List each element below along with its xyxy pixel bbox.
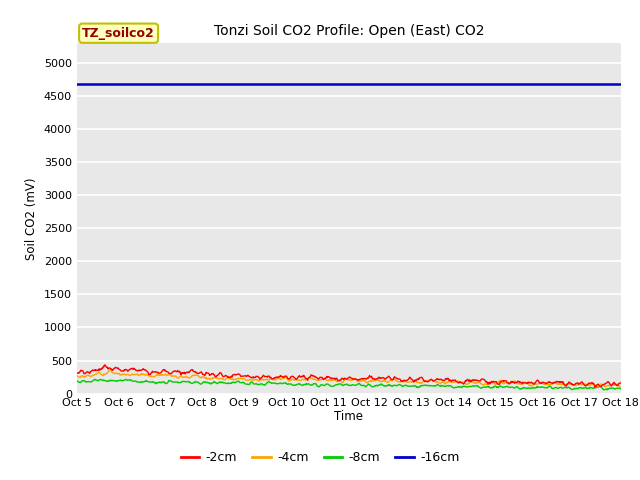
Legend: -2cm, -4cm, -8cm, -16cm: -2cm, -4cm, -8cm, -16cm: [175, 446, 465, 469]
Text: TZ_soilco2: TZ_soilco2: [82, 27, 155, 40]
Title: Tonzi Soil CO2 Profile: Open (East) CO2: Tonzi Soil CO2 Profile: Open (East) CO2: [214, 24, 484, 38]
X-axis label: Time: Time: [334, 410, 364, 423]
Y-axis label: Soil CO2 (mV): Soil CO2 (mV): [25, 177, 38, 260]
